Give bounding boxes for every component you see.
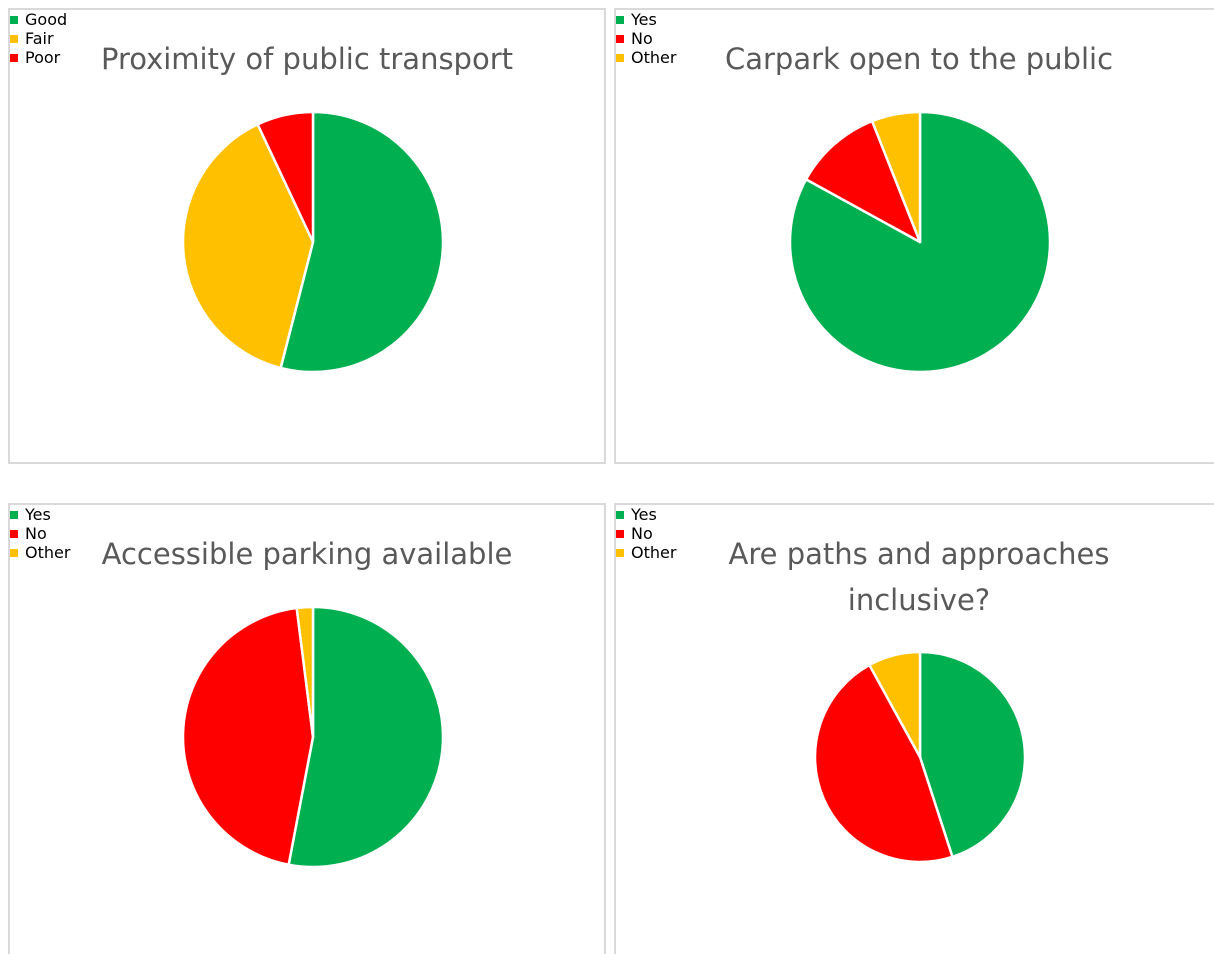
pie-chart <box>813 650 1027 864</box>
legend-swatch <box>10 15 18 24</box>
legend-label: Yes <box>631 10 657 29</box>
legend-label: Other <box>631 543 677 562</box>
legend-swatch <box>10 53 18 62</box>
chart-title: Carpark open to the public <box>724 42 1114 76</box>
pie-slice <box>279 110 445 374</box>
chart-title: Are paths and approaches inclusive? <box>728 537 1110 617</box>
pie-slice <box>181 123 315 370</box>
legend-swatch <box>10 529 18 538</box>
pie-slice <box>813 663 954 864</box>
chart-panel: Yes No Other Carpark open to the public <box>614 8 1214 464</box>
legend-swatch <box>616 510 624 519</box>
legend-item: Poor <box>10 48 604 67</box>
pie-slice <box>918 650 1027 859</box>
legend-label: Other <box>25 543 71 562</box>
legend-label: Other <box>631 48 677 67</box>
legend: Yes No Other <box>616 505 1214 562</box>
legend-swatch <box>10 34 18 43</box>
chart-panel: Yes No Other Are paths and approaches inclu… <box>614 503 1214 954</box>
legend-label: Good <box>25 10 68 29</box>
pie-slice <box>295 605 315 739</box>
pie-slice <box>870 110 922 244</box>
chart-panel: Good Fair Poor Proximity of public transpor… <box>8 8 606 464</box>
legend-swatch <box>616 529 624 538</box>
legend-swatch <box>616 548 624 557</box>
legend-label: Yes <box>631 505 657 524</box>
legend: Good Fair Poor <box>10 10 604 67</box>
legend-label: Fair <box>25 29 54 48</box>
legend-swatch <box>616 34 624 43</box>
pie-slice <box>256 110 315 244</box>
legend-item: No <box>10 524 604 543</box>
legend-item: Fair <box>10 29 604 48</box>
legend-item: Other <box>616 48 1214 67</box>
chart-panel: Yes No Other Accessible parking available <box>8 503 606 954</box>
pie-chart <box>181 110 445 374</box>
pie-chart <box>181 605 445 869</box>
legend-label: No <box>25 524 47 543</box>
pie-slice <box>788 110 1052 374</box>
legend: Yes No Other <box>616 10 1214 67</box>
pie-slice <box>181 606 315 866</box>
legend-item: No <box>616 524 1214 543</box>
legend-swatch <box>10 510 18 519</box>
legend-item: Yes <box>616 505 1214 524</box>
legend-item: Yes <box>10 505 604 524</box>
legend-swatch <box>10 548 18 557</box>
pie-slice <box>868 650 922 759</box>
legend-label: No <box>631 524 653 543</box>
legend-item: Other <box>616 543 1214 562</box>
legend-item: Other <box>10 543 604 562</box>
legend-label: Poor <box>25 48 61 67</box>
legend-item: Yes <box>616 10 1214 29</box>
legend-label: Yes <box>25 505 51 524</box>
legend-item: No <box>616 29 1214 48</box>
pie-slice <box>804 119 922 244</box>
legend-swatch <box>616 53 624 62</box>
pie-slice <box>287 605 445 869</box>
legend-label: No <box>631 29 653 48</box>
chart-title: Accessible parking available <box>101 537 513 571</box>
pie-chart <box>788 110 1052 374</box>
legend-item: Good <box>10 10 604 29</box>
legend: Yes No Other <box>10 505 604 562</box>
chart-title: Proximity of public transport <box>100 42 514 76</box>
legend-swatch <box>616 15 624 24</box>
